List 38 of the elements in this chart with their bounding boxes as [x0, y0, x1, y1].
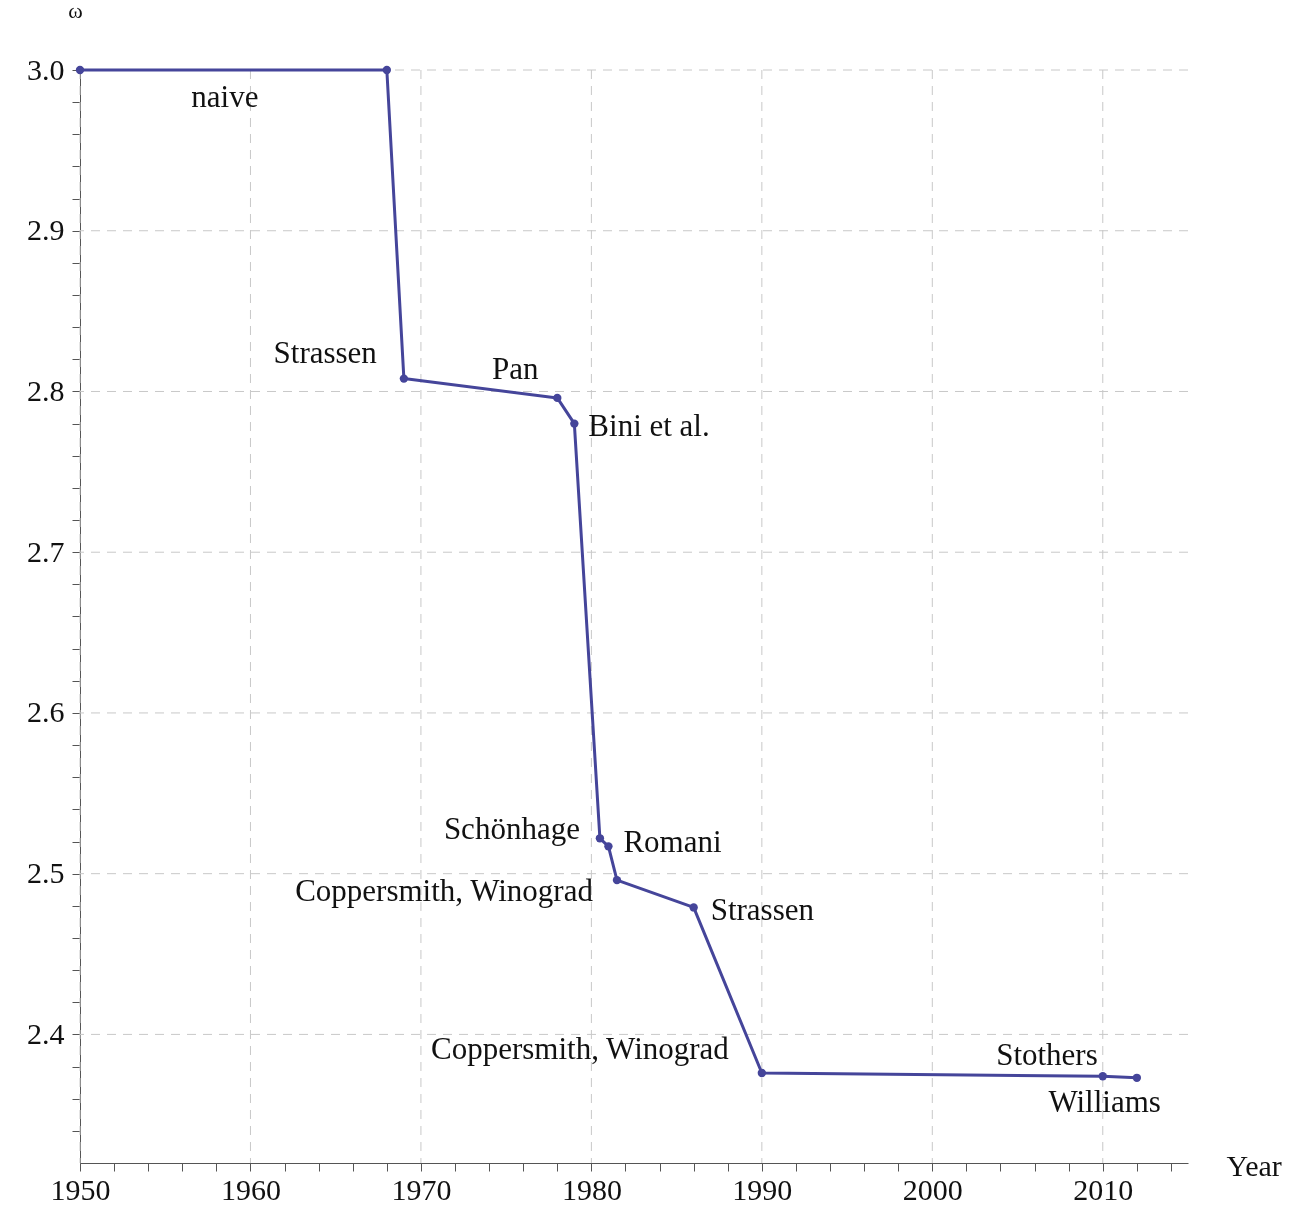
point: [595, 834, 605, 843]
y-tick-label: 2.4: [27, 1016, 65, 1050]
x-tick-label: 1960: [220, 1172, 281, 1206]
annotation: Williams: [1048, 1083, 1161, 1119]
annotation: Pan: [492, 350, 540, 386]
point: [382, 65, 392, 75]
point: [689, 903, 698, 912]
x-tick-label: 1970: [391, 1172, 452, 1206]
annotation: Stothers: [996, 1037, 1098, 1073]
point: [553, 393, 562, 403]
annotation: Strassen: [273, 334, 378, 370]
annotation: Coppersmith, Winograd: [431, 1030, 730, 1066]
annotation: Coppersmith, Winograd: [295, 873, 594, 909]
point: [757, 1068, 767, 1078]
y-tick-label: 2.7: [27, 534, 65, 568]
y-tick-label: 3.0: [27, 52, 65, 86]
annotation: Romani: [623, 824, 722, 860]
point: [612, 875, 622, 885]
annotation: naive: [191, 79, 259, 114]
y-tick-label: 2.9: [27, 213, 65, 247]
y-tick-label: 2.8: [27, 373, 65, 407]
x-tick-label: 2010: [1073, 1172, 1134, 1206]
y-axis-title: ω: [68, 0, 83, 23]
annotation: Bini et al.: [588, 407, 710, 443]
point: [570, 419, 579, 428]
y-tick-label: 2.5: [27, 856, 65, 890]
x-axis-title: Year: [1226, 1148, 1282, 1182]
x-tick-label: 1980: [561, 1172, 622, 1206]
annotation: Strassen: [710, 892, 815, 928]
x-tick-label: 1990: [732, 1172, 793, 1206]
x-tick-label: 1950: [50, 1172, 111, 1206]
annotation: Schönhage: [443, 811, 580, 847]
point: [604, 842, 613, 851]
x-tick-label: 2000: [902, 1172, 963, 1206]
point: [1098, 1072, 1107, 1081]
y-tick-label: 2.6: [27, 695, 65, 729]
point: [1132, 1073, 1142, 1082]
point: [399, 374, 409, 383]
